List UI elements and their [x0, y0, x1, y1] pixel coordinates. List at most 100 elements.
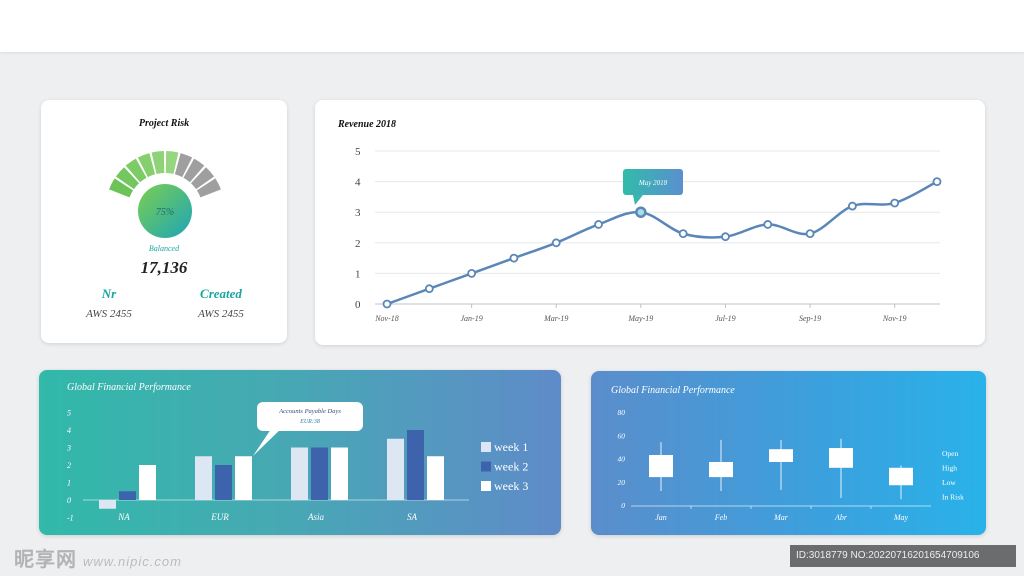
bar-x-tick: Asia: [307, 512, 325, 522]
watermark: 昵享网 www.nipic.com: [14, 543, 182, 572]
bar: [407, 430, 424, 500]
revenue-point: [594, 220, 603, 229]
bar-legend-swatch: [481, 481, 491, 491]
risk-right-label: Created: [200, 286, 242, 301]
watermark-url: www.nipic.com: [83, 554, 182, 569]
revenue-x-tick: Jan-19: [461, 314, 483, 323]
bar-y-tick: 1: [67, 479, 71, 488]
gfp-candle-chart: 0 20 40 60 80 Jan Feb Mar Abr May Open High Low In …: [618, 408, 965, 522]
risk-right-value: AWS 2455: [198, 308, 244, 320]
revenue-point: [890, 198, 900, 208]
id-bar: ID:3018779 NO:20220716201654709106: [790, 545, 1016, 567]
risk-status: Balanced: [148, 244, 180, 253]
bar-legend-swatch: [481, 461, 491, 472]
revenue-point: [763, 220, 773, 229]
gfp-bar-title: Global Financial Performance: [67, 382, 191, 393]
gauge-segment: [196, 178, 221, 198]
candle-box: [709, 461, 733, 478]
revenue-x-tick: May-19: [627, 314, 653, 323]
revenue-point: [424, 284, 434, 294]
gauge-segment: [174, 153, 193, 178]
bar-tooltip-title: Accounts Payable Days: [278, 408, 341, 415]
bar-y-tick: 5: [67, 409, 71, 418]
revenue-line-chart: 0 1 2 3 4 5 Nov-18 Jan-19 Mar-19 May-19 Jul-19 Sep…: [355, 146, 942, 323]
bar-x-tick: SA: [407, 512, 418, 522]
project-risk-card: Project Risk 75% Balanced 17,136 Nr AWS …: [41, 100, 287, 343]
candle-x-tick: Abr: [834, 513, 848, 522]
revenue-point: [932, 177, 942, 186]
top-bar: [0, 0, 1024, 52]
candle-box: [769, 449, 793, 462]
gauge-center: [138, 184, 192, 238]
watermark-brand: 昵享网: [14, 549, 77, 571]
bar: [195, 456, 212, 500]
revenue-y-tick: 0: [355, 299, 361, 311]
bar: [235, 456, 252, 500]
revenue-y-tick: 4: [355, 177, 361, 189]
candle-y-tick: 80: [618, 408, 626, 417]
gauge-percent: 75%: [156, 207, 174, 218]
gfp-bar-card: Global Financial Performance -1 0 1 2 3 4 5 NA…: [39, 370, 561, 535]
gauge-segment: [109, 178, 134, 198]
candle-box: [649, 455, 673, 478]
bar: [331, 447, 348, 500]
revenue-point: [635, 206, 647, 218]
gfp-bar-chart: -1 0 1 2 3 4 5 NA EUR Asia SA Accounts Payable Da…: [66, 402, 528, 523]
revenue-x-tick: Jul-19: [715, 314, 735, 323]
bar: [215, 465, 232, 500]
bar-legend-label: week 2: [494, 460, 528, 474]
bar: [387, 438, 404, 500]
revenue-card: Revenue 2018 0 1 2 3 4 5 Nov-18 Jan-19 Mar-19 Ma…: [315, 100, 985, 345]
revenue-y-tick: 3: [355, 207, 361, 219]
bar-tooltip: Accounts Payable Days EUR:38: [253, 402, 363, 456]
gauge-segment: [125, 158, 147, 183]
risk-gauge: 75%: [109, 151, 221, 238]
revenue-y-tick: 2: [355, 238, 361, 250]
candle-x-tick: May: [893, 513, 909, 522]
revenue-point: [847, 201, 857, 211]
bar-y-tick: 3: [66, 444, 71, 453]
revenue-point: [721, 232, 730, 242]
revenue-x-tick: Nov-19: [882, 314, 907, 323]
revenue-x-tick: Nov-18: [374, 314, 399, 323]
candle-box: [889, 467, 913, 486]
bar-y-tick: 0: [67, 496, 71, 505]
risk-total: 17,136: [140, 258, 188, 277]
revenue-point: [551, 238, 561, 248]
candle-y-tick: 60: [618, 431, 626, 440]
bar: [311, 447, 328, 500]
bar-y-tick: -1: [67, 514, 74, 523]
revenue-point: [805, 229, 815, 239]
gauge-segment: [151, 151, 165, 174]
bar: [119, 491, 136, 500]
candle-x-tick: Feb: [714, 513, 727, 522]
bar: [291, 447, 308, 500]
gfp-candle-title: Global Financial Performance: [611, 385, 735, 396]
revenue-x-tick: Sep-19: [799, 314, 821, 323]
candle-legend-label: High: [942, 464, 957, 473]
gauge-segment: [137, 153, 156, 178]
gauge-segment: [115, 167, 140, 190]
candle-legend-label: In Risk: [942, 493, 964, 502]
candle-box: [829, 448, 853, 468]
bar-tooltip-value: EUR:38: [299, 419, 320, 425]
gauge-segment: [190, 167, 215, 190]
candle-legend-label: Low: [942, 478, 956, 487]
revenue-title: Revenue 2018: [338, 119, 397, 130]
project-risk-title: Project Risk: [138, 118, 190, 129]
revenue-tooltip: May 2018: [623, 169, 683, 205]
risk-left-label: Nr: [101, 286, 117, 301]
revenue-point: [382, 299, 392, 309]
bar: [139, 465, 156, 500]
bar-x-tick: EUR: [210, 512, 229, 522]
bar-legend-swatch: [481, 442, 491, 452]
candle-legend-label: Open: [942, 449, 958, 458]
candle-x-tick: Mar: [773, 513, 789, 522]
bar: [99, 500, 116, 509]
revenue-point: [509, 253, 519, 263]
risk-left-value: AWS 2455: [86, 308, 132, 320]
gauge-segment: [183, 158, 205, 183]
revenue-x-tick: Mar-19: [543, 314, 568, 323]
revenue-tooltip-label: May 2018: [638, 179, 668, 187]
bar: [427, 456, 444, 500]
